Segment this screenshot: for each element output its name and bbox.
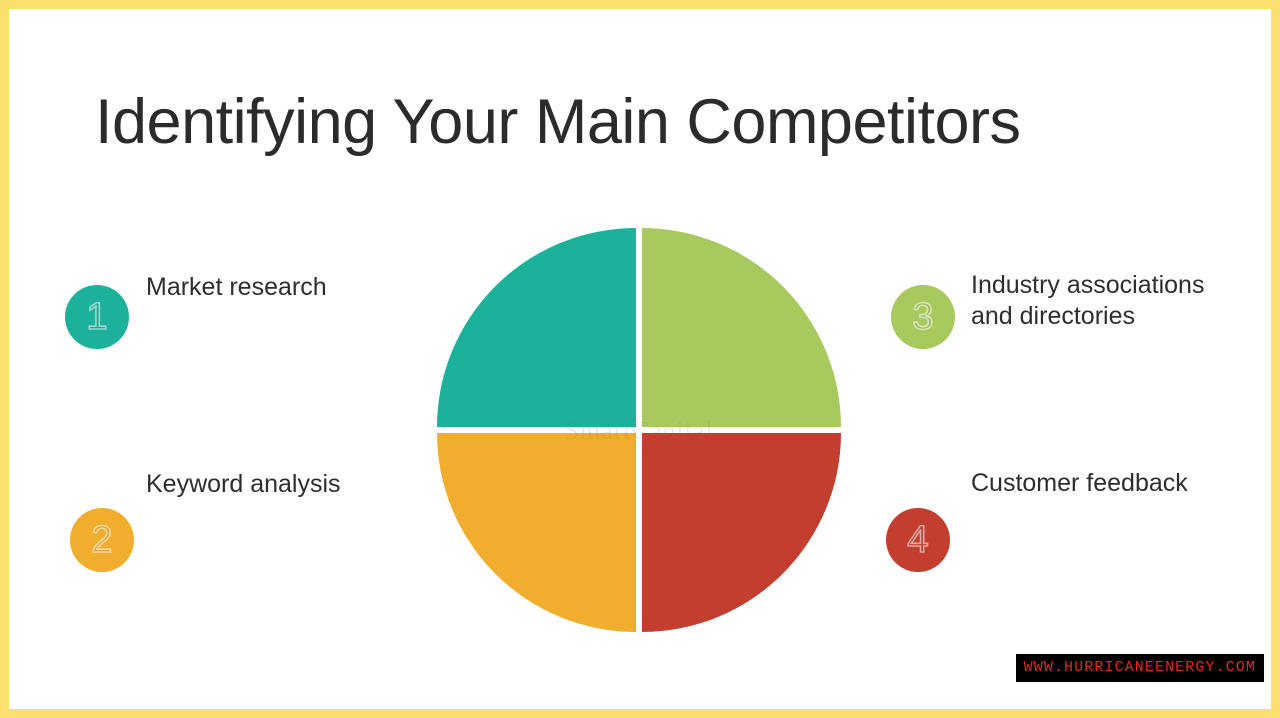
step-badge-1[interactable]: 1 [65,285,129,349]
pie-slice-fill [437,433,636,632]
step-label-1: Market research [146,273,327,301]
step-badge-3[interactable]: 3 [891,285,955,349]
pie-slice-customer-feedback[interactable] [642,433,841,632]
step-label-2: Keyword analysis [146,470,341,498]
pie-slice-fill [642,433,841,632]
step-label-4: Customer feedback [971,469,1188,497]
slide-canvas: Identifying Your Main Competitors SmartC… [9,9,1271,709]
step-badge-2-number: 2 [91,518,114,562]
source-url-banner[interactable]: WWW.HURRICANEENERGY.COM [1015,654,1264,682]
pie-chart: SmartCapital [437,228,841,632]
step-badge-2[interactable]: 2 [70,508,134,572]
pie-slice-fill [642,228,841,427]
page-title: Identifying Your Main Competitors [95,87,1021,158]
pie-slice-market-research[interactable] [437,228,636,427]
step-badge-1-number: 1 [86,295,109,339]
step-label-3: Industry associations and directories [971,271,1205,330]
pie-slice-keyword-analysis[interactable] [437,433,636,632]
pie-slice-fill [437,228,636,427]
pie-slice-industry-associations[interactable] [642,228,841,427]
step-badge-3-number: 3 [912,295,935,339]
step-badge-4[interactable]: 4 [886,508,950,572]
step-badge-4-number: 4 [907,518,930,562]
